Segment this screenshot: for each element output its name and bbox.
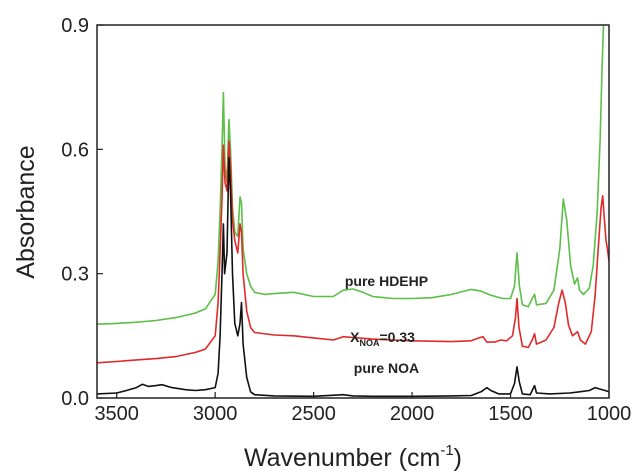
- series-line-2: [97, 156, 609, 398]
- x-tick-label: 2500: [291, 403, 336, 425]
- y-tick-label: 0.9: [61, 15, 89, 37]
- x-tick-label: 3500: [94, 403, 139, 425]
- y-tick-label: 0.0: [61, 388, 89, 410]
- series-line-0: [97, 25, 605, 325]
- y-tick-label: 0.6: [61, 139, 89, 161]
- series-label-2: pure NOA: [354, 360, 419, 376]
- x-tick-label: 2000: [390, 403, 435, 425]
- plot-frame: [96, 24, 610, 399]
- x-axis: 3500 3000 2500 2000 1500 1000: [94, 392, 631, 425]
- series-layer: [97, 25, 609, 398]
- x-tick-label: 1500: [488, 403, 533, 425]
- series-labels: pure HDEHP XNOA=0.33 pure NOA: [345, 273, 428, 376]
- y-axis: 0.0 0.3 0.6 0.9: [61, 15, 103, 410]
- y-tick-label: 0.3: [61, 264, 89, 286]
- series-line-1: [97, 140, 609, 364]
- y-axis-title: Absorbance: [12, 145, 40, 278]
- series-label-1: XNOA=0.33: [350, 329, 415, 348]
- x-tick-label: 3000: [193, 403, 238, 425]
- x-tick-label: 1000: [587, 403, 632, 425]
- series-label-0: pure HDEHP: [345, 273, 428, 289]
- x-axis-title: Wavenumber (cm-1): [244, 442, 462, 472]
